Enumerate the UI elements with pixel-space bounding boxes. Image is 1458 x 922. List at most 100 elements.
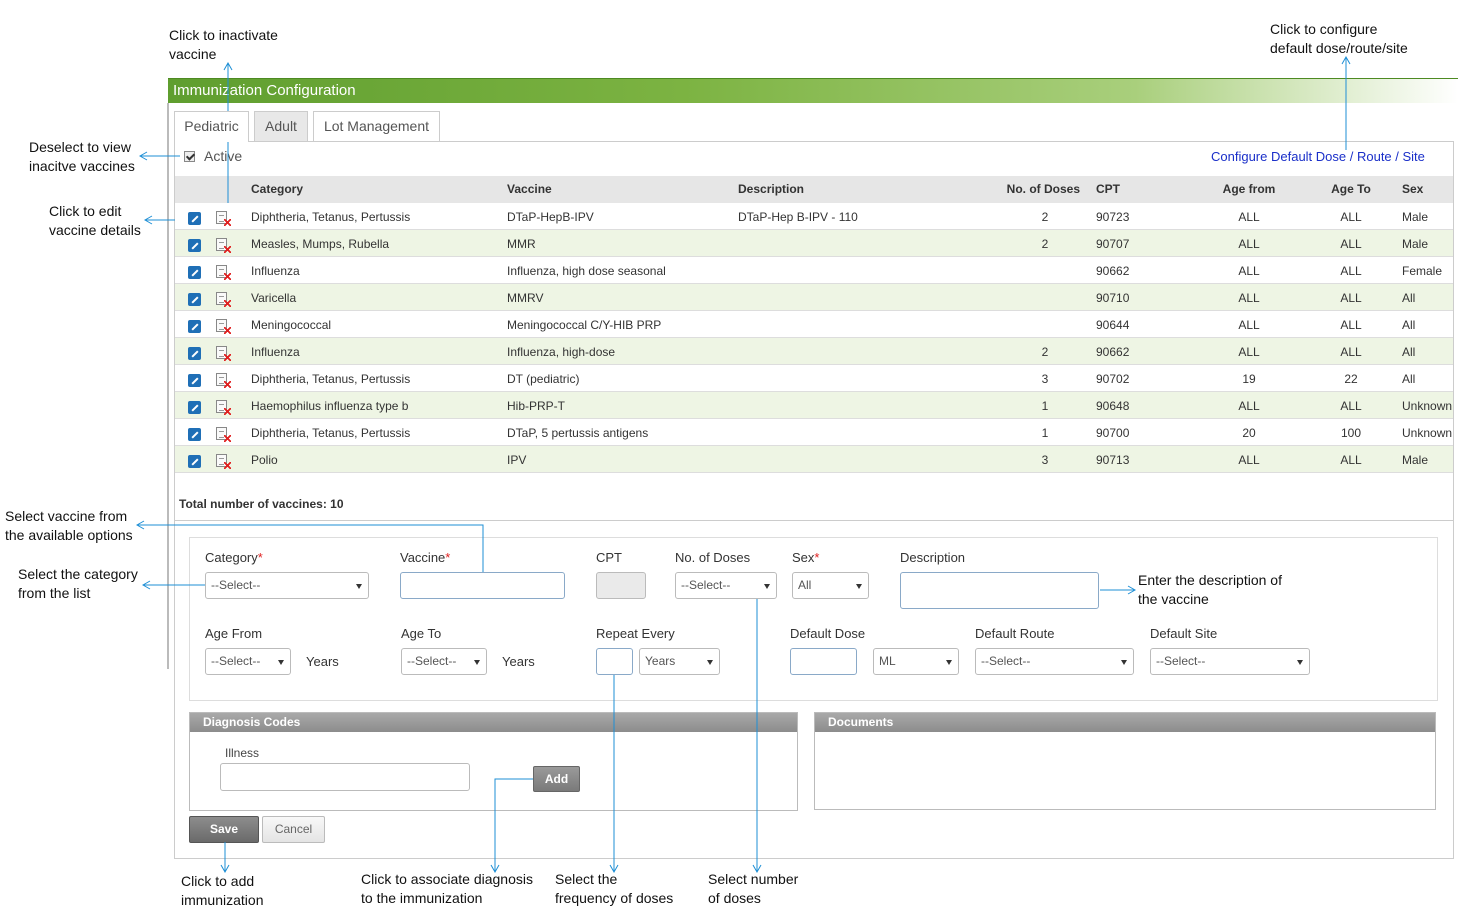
annotation-line: Select the <box>555 871 618 887</box>
edit-icon[interactable] <box>188 347 201 360</box>
annotation-line: Enter the description of <box>1138 572 1282 588</box>
icon-lines <box>219 323 224 330</box>
select[interactable]: --Select-- <box>205 572 369 599</box>
inactivate-icon[interactable] <box>216 346 231 361</box>
text-input[interactable] <box>596 648 633 675</box>
table-row <box>175 419 1453 446</box>
annotation: Deselect to view inacitve vaccines <box>29 138 135 176</box>
table-cell: DT (pediatric) <box>507 372 580 386</box>
text-input[interactable] <box>596 572 646 599</box>
annotation: Click to edit vaccine details <box>49 202 141 240</box>
inactivate-icon[interactable] <box>216 373 231 388</box>
label-text: Age From <box>205 626 263 641</box>
inactivate-icon[interactable] <box>216 238 231 253</box>
table-cell: Male <box>1402 210 1429 224</box>
table-row <box>175 446 1453 473</box>
table-cell: All <box>1402 372 1416 386</box>
select[interactable]: All <box>792 572 869 599</box>
required-mark: * <box>445 550 451 565</box>
table-cell: Female <box>1402 264 1443 278</box>
table-cell: ALL <box>1340 453 1362 467</box>
inactivate-icon[interactable] <box>216 319 231 334</box>
table-cell: ALL <box>1238 291 1260 305</box>
edit-icon[interactable] <box>188 293 201 306</box>
column-header: Age To <box>1331 182 1371 196</box>
active-label: Active <box>204 148 243 164</box>
select[interactable]: --Select-- <box>401 648 487 675</box>
select[interactable]: ML <box>873 648 959 675</box>
table-cell: ALL <box>1340 399 1362 413</box>
edit-icon[interactable] <box>188 455 201 468</box>
icon-lines <box>219 296 224 303</box>
inactivate-icon[interactable] <box>216 211 231 226</box>
table-cell: ALL <box>1238 318 1260 332</box>
illness-label: Illness <box>225 746 260 760</box>
tab-label: Pediatric <box>184 118 239 134</box>
edit-icon[interactable] <box>188 266 201 279</box>
table-cell: Meningococcal C/Y-HIB PRP <box>507 318 662 332</box>
select[interactable]: --Select-- <box>975 648 1134 675</box>
field-label: Age To <box>401 626 441 642</box>
edit-icon[interactable] <box>188 212 201 225</box>
icon-lines <box>219 458 224 465</box>
tab[interactable]: Adult <box>254 111 308 141</box>
text-input[interactable] <box>400 572 565 599</box>
table-row <box>175 311 1453 338</box>
field-label: Sex* <box>792 550 819 566</box>
edit-icon[interactable] <box>188 320 201 333</box>
annotation: Click to configure default dose/route/sit… <box>1270 20 1408 58</box>
edit-icon[interactable] <box>188 401 201 414</box>
column-header: Vaccine <box>507 182 552 196</box>
active-checkbox[interactable] <box>184 151 196 162</box>
illness-input[interactable] <box>220 763 470 791</box>
label-text: No. of Doses <box>675 550 751 565</box>
edit-icon[interactable] <box>188 428 201 441</box>
table-cell: ALL <box>1238 453 1260 467</box>
table-cell: 2 <box>1041 210 1049 224</box>
edit-icon[interactable] <box>188 239 201 252</box>
caret <box>856 583 862 589</box>
content-panel <box>174 141 1454 859</box>
table-cell: All <box>1402 291 1416 305</box>
edit-icon[interactable] <box>188 374 201 387</box>
label-text: Repeat Every <box>596 626 675 641</box>
table-cell: 90707 <box>1096 237 1130 251</box>
inactivate-icon[interactable] <box>216 292 231 307</box>
annotation-line: vaccine details <box>49 222 141 238</box>
annotation: Select the frequency of doses <box>555 870 673 908</box>
select[interactable]: --Select-- <box>675 572 777 599</box>
field-label: Age From <box>205 626 262 642</box>
select[interactable]: --Select-- <box>1150 648 1310 675</box>
text-input[interactable] <box>790 648 857 675</box>
save-button[interactable]: Save <box>189 816 259 843</box>
caret <box>1121 659 1127 665</box>
tab[interactable]: Lot Management <box>313 111 440 141</box>
select-value: --Select-- <box>211 578 261 592</box>
inactivate-icon[interactable] <box>216 265 231 280</box>
label-text: Category <box>205 550 258 565</box>
label-text: Default Route <box>975 626 1055 641</box>
configure-link[interactable]: Configure Default Dose / Route / Site <box>1211 149 1425 164</box>
label-text: Default Site <box>1150 626 1218 641</box>
red-x <box>224 219 231 226</box>
field-label: No. of Doses <box>675 550 750 566</box>
select[interactable]: --Select-- <box>205 648 291 675</box>
cancel-button[interactable]: Cancel <box>262 816 325 843</box>
inactivate-icon[interactable] <box>216 400 231 415</box>
tab-label: Adult <box>265 118 297 134</box>
tab[interactable]: Pediatric <box>174 111 249 142</box>
select[interactable]: Years <box>639 648 720 675</box>
table-cell: Diphtheria, Tetanus, Pertussis <box>251 372 411 386</box>
inactivate-icon[interactable] <box>216 454 231 469</box>
table-row <box>175 230 1453 257</box>
table-cell: Diphtheria, Tetanus, Pertussis <box>251 426 411 440</box>
inactivate-icon[interactable] <box>216 427 231 442</box>
annotation-line: Select vaccine from <box>5 508 128 524</box>
edit-pencil <box>191 215 199 223</box>
text-input[interactable] <box>900 572 1099 609</box>
table-cell: Unknown <box>1402 426 1453 440</box>
select-value: --Select-- <box>1156 654 1206 668</box>
table-cell: Influenza <box>251 345 300 359</box>
add-button[interactable]: Add <box>533 766 580 792</box>
